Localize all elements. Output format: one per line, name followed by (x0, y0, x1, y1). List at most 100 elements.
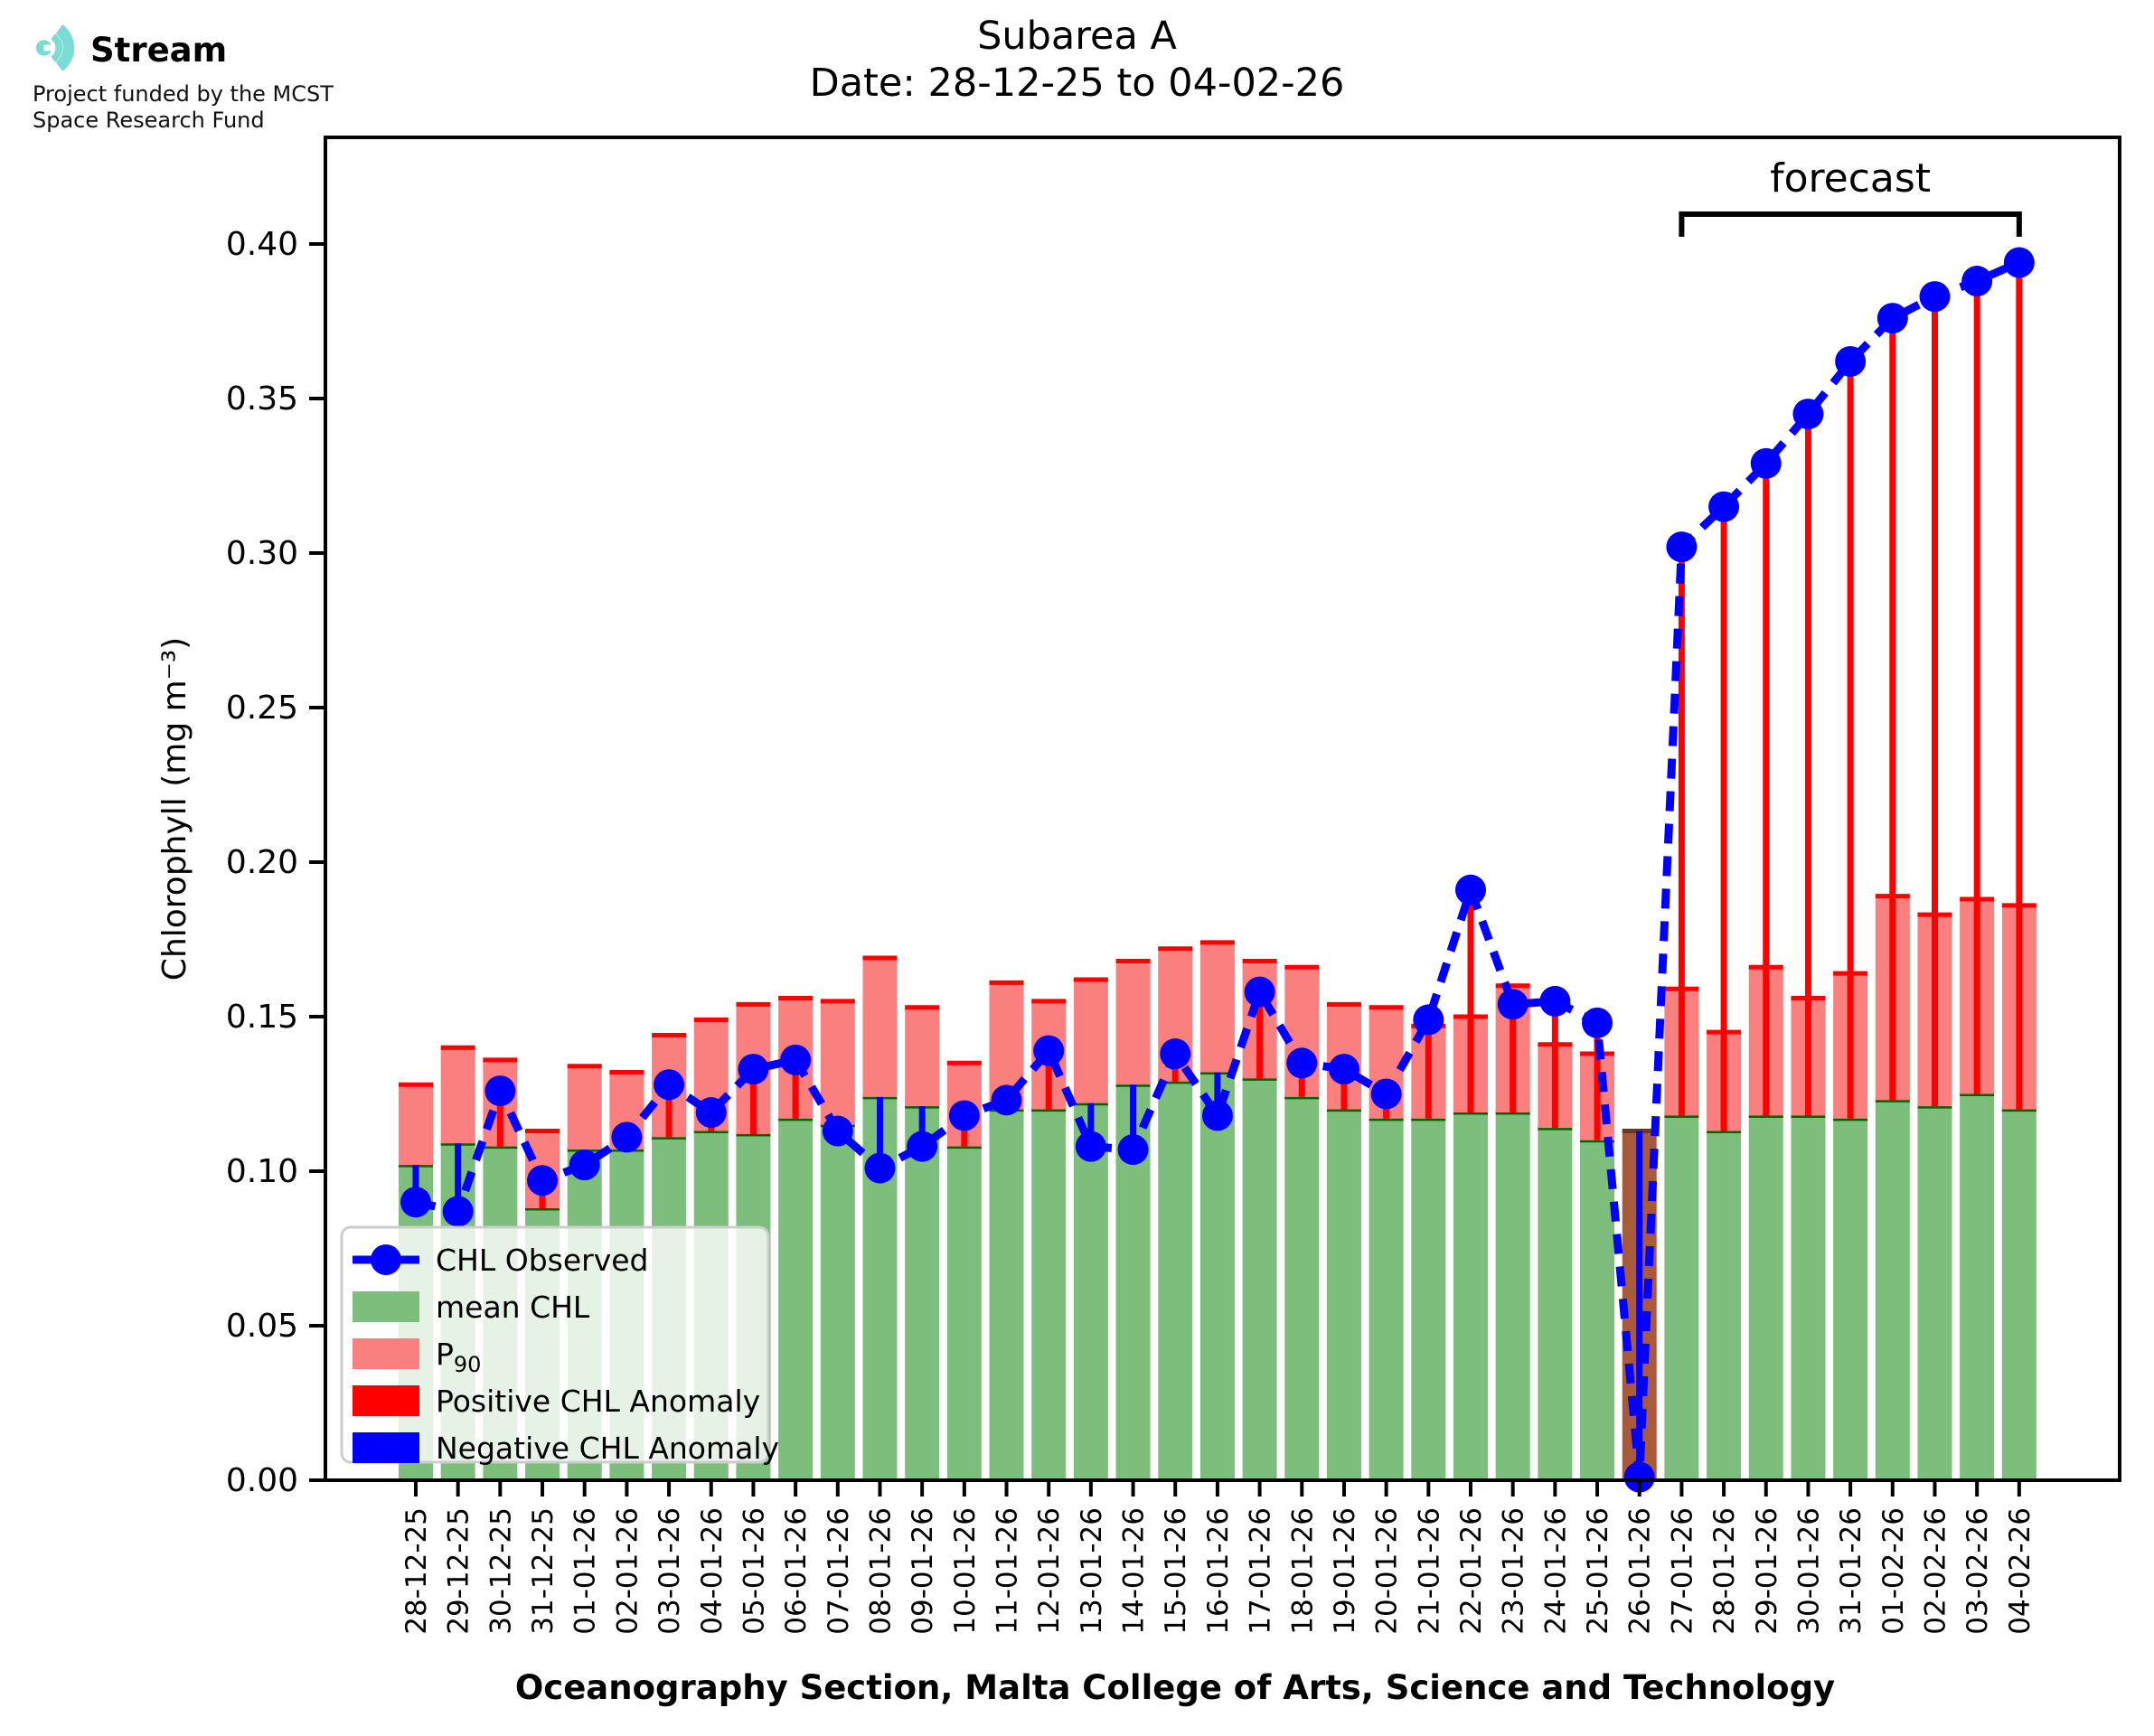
x-tick-label: 17-01-26 (1245, 1507, 1277, 1635)
chl-observed-marker (2003, 247, 2035, 278)
chl-observed-marker (695, 1097, 727, 1129)
y-tick-label: 0.20 (226, 844, 298, 881)
x-tick-label: 08-01-26 (864, 1507, 897, 1635)
chl-observed-marker (1160, 1038, 1191, 1070)
x-tick-label: 29-01-26 (1751, 1507, 1783, 1635)
chl-observed-marker (527, 1165, 559, 1196)
y-tick-label: 0.30 (226, 535, 298, 572)
bar-mean-chl (1242, 1078, 1277, 1480)
bar-p90 (567, 1065, 602, 1150)
x-tick-label: 02-01-26 (611, 1507, 644, 1635)
x-tick-label: 28-12-25 (400, 1507, 433, 1635)
legend-box (340, 1225, 770, 1464)
chl-observed-line (415, 258, 2021, 1478)
bar-p90 (1115, 961, 1151, 1085)
bar-mean-chl (1326, 1109, 1361, 1480)
legend-swatch (353, 1291, 419, 1322)
x-tick-label: 09-01-26 (907, 1507, 939, 1635)
x-tick-label: 30-12-25 (484, 1507, 517, 1635)
y-tick-label: 0.10 (226, 1153, 298, 1190)
x-tick-label: 14-01-26 (1118, 1507, 1151, 1635)
x-tick-label: 27-01-26 (1666, 1507, 1698, 1635)
x-tick-label: 16-01-26 (1202, 1507, 1235, 1635)
bar-mean-chl (1833, 1118, 1868, 1480)
chl-observed-marker (780, 1044, 812, 1075)
x-tick-label: 23-01-26 (1498, 1507, 1530, 1635)
legend-label: mean CHL (436, 1290, 590, 1325)
chart-title-line1: Subarea A (977, 14, 1177, 59)
x-tick-label: 07-01-26 (823, 1507, 855, 1635)
bar-mean-chl (946, 1146, 982, 1480)
bar-mean-chl (1664, 1115, 1699, 1480)
legend-observed-marker (371, 1244, 401, 1275)
bar-p90 (820, 1000, 855, 1125)
x-tick-label: 28-01-26 (1708, 1507, 1741, 1635)
y-tick-label: 0.00 (226, 1462, 298, 1499)
bar-p90 (1199, 942, 1235, 1073)
y-tick-label: 0.40 (226, 226, 298, 263)
x-axis-title: Oceanography Section, Malta College of A… (515, 1668, 1835, 1707)
chl-observed-marker (948, 1100, 980, 1131)
bar-mean-chl (1199, 1072, 1235, 1480)
chl-observed-marker (822, 1115, 853, 1147)
logo-subtitle-line1: Project funded by the MCST (33, 81, 334, 107)
x-tick-label: 03-02-26 (1961, 1507, 1994, 1635)
x-tick-label: 01-02-26 (1877, 1507, 1910, 1635)
brand-name: Stream (90, 30, 228, 70)
chl-observed-marker (1919, 281, 1951, 313)
bar-p90 (1073, 979, 1108, 1103)
chl-observed-marker (442, 1196, 474, 1227)
legend-swatch (353, 1338, 419, 1369)
bar-p90 (862, 958, 898, 1097)
x-tick-label: 12-01-26 (1033, 1507, 1066, 1635)
bar-mean-chl (1748, 1115, 1783, 1480)
chl-observed-marker (1286, 1047, 1318, 1079)
chl-observed-marker (1666, 531, 1698, 563)
bar-mean-chl (1538, 1128, 1573, 1480)
y-tick-label: 0.05 (226, 1308, 298, 1345)
chl-observed-marker (1792, 399, 1824, 430)
chl-observed-marker (1201, 1100, 1233, 1131)
x-tick-label: 01-01-26 (569, 1507, 602, 1635)
chl-observed-marker (738, 1054, 769, 1085)
legend-swatch (353, 1432, 419, 1463)
x-tick-label: 04-01-26 (696, 1507, 729, 1635)
y-tick-label: 0.35 (226, 380, 298, 418)
bar-mean-chl (820, 1124, 855, 1480)
chl-observed-marker (1455, 874, 1486, 906)
x-tick-label: 22-01-26 (1455, 1507, 1488, 1635)
chart-title: Subarea A Date: 28-12-25 to 04-02-26 (0, 13, 2154, 108)
chl-observed-marker (1708, 491, 1740, 522)
y-tick-label: 0.15 (226, 999, 298, 1036)
bar-mean-chl (1960, 1093, 1995, 1480)
bar-p90 (905, 1007, 940, 1107)
x-tick-label: 15-01-26 (1160, 1507, 1192, 1635)
chl-observed-marker (400, 1187, 431, 1218)
x-tick-label: 26-01-26 (1624, 1507, 1657, 1635)
logo-subtitle-line2: Space Research Fund (33, 108, 265, 134)
chl-observed-marker (1539, 985, 1571, 1017)
chl-observed-marker (1961, 266, 1993, 297)
chl-observed-marker (991, 1084, 1022, 1116)
chl-observed-marker (611, 1121, 643, 1153)
x-tick-label: 19-01-26 (1329, 1507, 1361, 1635)
x-tick-label: 30-01-26 (1792, 1507, 1825, 1635)
chl-observed-marker (1582, 1007, 1613, 1038)
x-tick-label: 20-01-26 (1371, 1507, 1404, 1635)
chl-observed-marker (1750, 447, 1782, 479)
chl-observed-marker (1328, 1054, 1359, 1085)
bar-mean-chl (2001, 1109, 2036, 1480)
bar-p90 (399, 1084, 433, 1166)
legend-label: Negative CHL Anomaly (436, 1431, 779, 1466)
x-tick-label: 02-02-26 (1919, 1507, 1952, 1635)
plot-border (324, 136, 2121, 1482)
chl-observed-marker (569, 1150, 600, 1181)
forecast-label: forecast (1770, 155, 1931, 202)
x-tick-label: 29-12-25 (443, 1507, 475, 1635)
x-tick-label: 04-02-26 (2004, 1507, 2036, 1635)
forecast-bracket (1679, 211, 2022, 237)
bar-mean-chl (1707, 1131, 1742, 1480)
x-tick-label: 05-01-26 (738, 1507, 770, 1635)
chl-observed-marker (654, 1069, 685, 1101)
bar-mean-chl (1031, 1109, 1067, 1480)
